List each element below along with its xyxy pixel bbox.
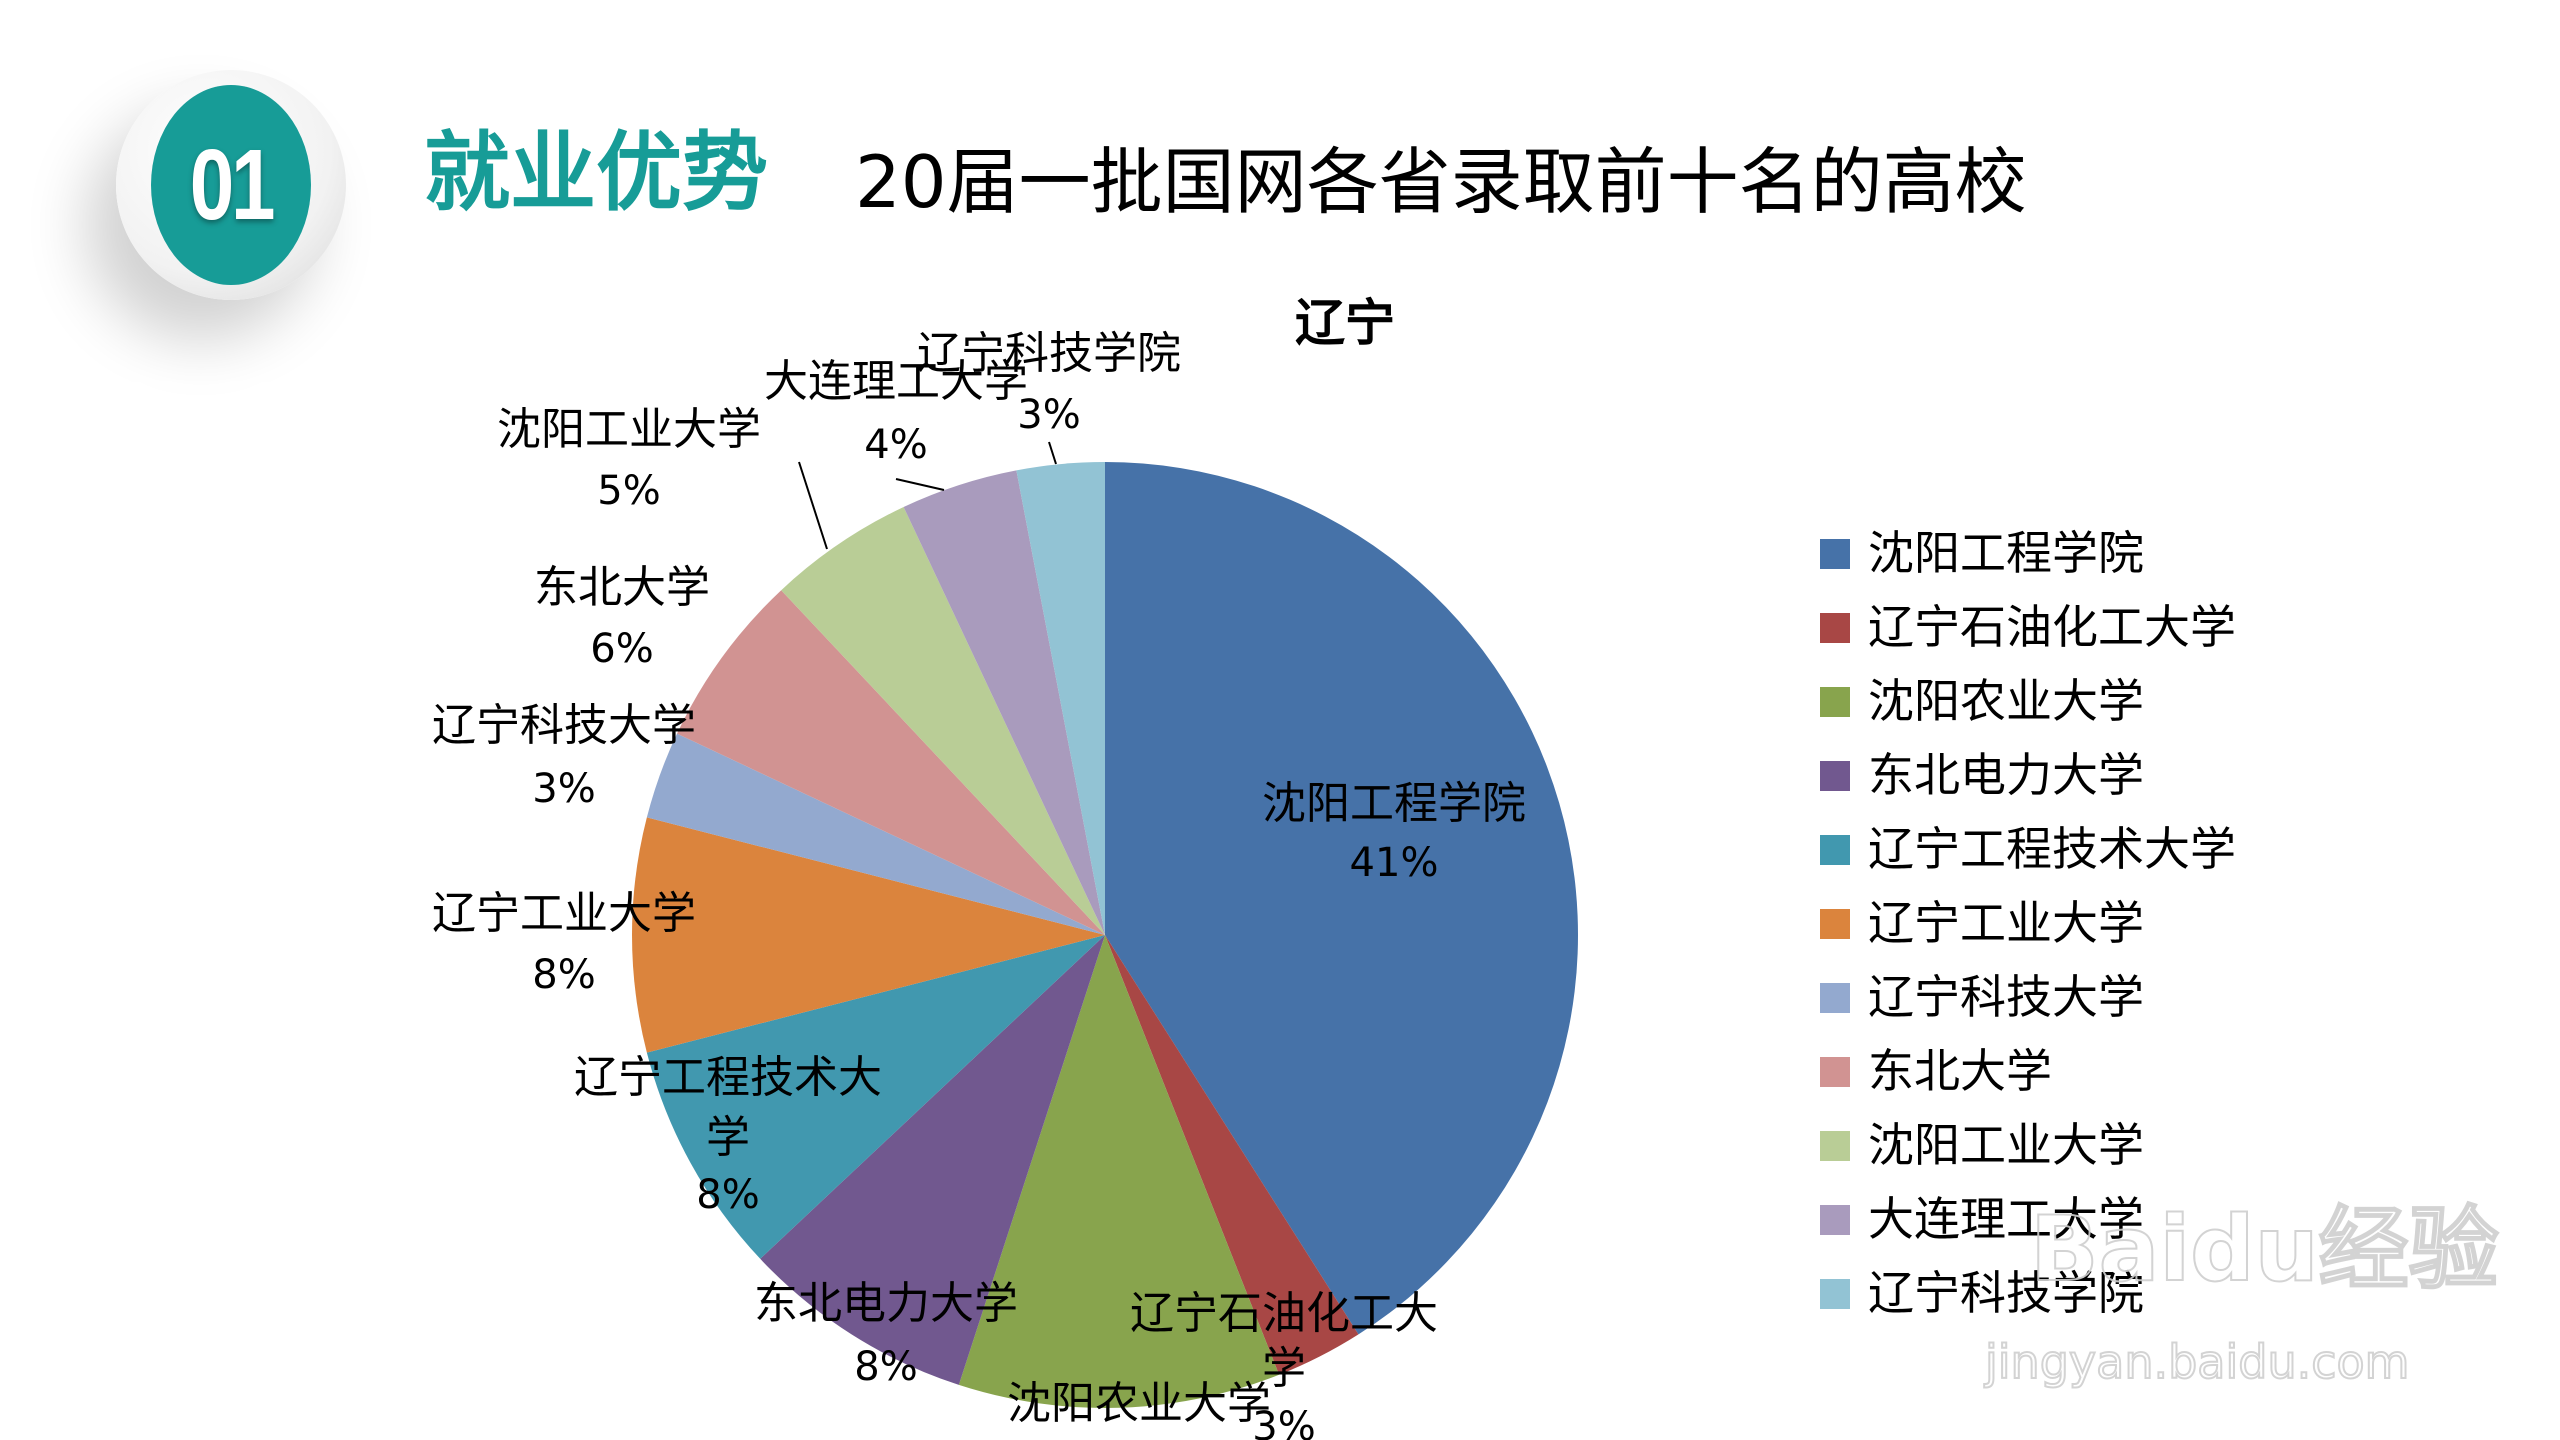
- legend: 沈阳工程学院辽宁石油化工大学沈阳农业大学东北电力大学辽宁工程技术大学辽宁工业大学…: [1820, 526, 2236, 1320]
- data-label-name: 东北大学: [534, 562, 710, 613]
- legend-label: 大连理工大学: [1868, 1192, 2144, 1246]
- legend-item: 沈阳农业大学: [1820, 674, 2144, 728]
- data-label-name: 学: [706, 1112, 750, 1163]
- legend-label: 东北大学: [1868, 1044, 2052, 1098]
- legend-swatch: [1820, 1057, 1850, 1087]
- data-label: 沈阳工业大学 5%: [497, 404, 761, 514]
- data-label-value: 8%: [854, 1344, 917, 1390]
- data-label-value: 3%: [1017, 392, 1080, 438]
- legend-swatch: [1820, 539, 1850, 569]
- data-label-name: 学: [1262, 1343, 1306, 1394]
- watermark: Baidu经验 jingyan.baidu.com: [1983, 1196, 2500, 1390]
- data-label: 辽宁工业大学 8%: [432, 888, 696, 998]
- legend-swatch: [1820, 835, 1850, 865]
- leader-line: [1048, 441, 1057, 465]
- badge-number: 01: [151, 85, 311, 285]
- data-label: 辽宁工程技术大学 8%: [574, 1052, 882, 1218]
- legend-item: 辽宁石油化工大学: [1820, 600, 2236, 654]
- data-label-name: 辽宁科技大学: [432, 700, 696, 751]
- data-label-name: 沈阳工业大学: [497, 404, 761, 455]
- data-label-name: 大连理工大学: [764, 356, 1028, 407]
- legend-swatch: [1820, 1131, 1850, 1161]
- data-label: 东北大学 6%: [534, 562, 710, 672]
- legend-swatch: [1820, 983, 1850, 1013]
- legend-label: 辽宁科技大学: [1868, 970, 2144, 1024]
- data-label: 大连理工大学 4%: [764, 356, 1028, 468]
- legend-item: 沈阳工业大学: [1820, 1118, 2144, 1172]
- data-label-value: 11%: [1095, 1438, 1184, 1440]
- pie-slice: [781, 507, 1105, 935]
- legend-swatch: [1820, 909, 1850, 939]
- legend-label: 沈阳工程学院: [1868, 526, 2144, 580]
- legend-item: 辽宁工程技术大学: [1820, 822, 2236, 876]
- pie-slice: [677, 590, 1105, 935]
- watermark-brand: Baidu经验: [2030, 1197, 2499, 1302]
- legend-label: 辽宁科技学院: [1868, 1266, 2144, 1320]
- legend-swatch: [1820, 687, 1850, 717]
- legend-swatch: [1820, 761, 1850, 791]
- data-label: 沈阳工程学院 41%: [1262, 778, 1526, 886]
- legend-item: 辽宁科技学院: [1820, 1266, 2144, 1320]
- data-label-value: 5%: [597, 468, 660, 514]
- pie-slice: [646, 733, 1105, 935]
- watermark-url: jingyan.baidu.com: [1984, 1335, 2410, 1389]
- pie-slice: [632, 817, 1105, 1053]
- pie-slice: [903, 470, 1105, 935]
- data-label: 辽宁科技学院 3%: [917, 328, 1181, 438]
- data-label: 辽宁石油化工大学 3%: [1130, 1288, 1438, 1440]
- data-label-value: 41%: [1350, 840, 1439, 886]
- section-title: 就业优势: [424, 123, 768, 223]
- data-label: 东北电力大学 8%: [754, 1278, 1018, 1390]
- legend-item: 辽宁科技大学: [1820, 970, 2144, 1024]
- pie-slice: [958, 935, 1280, 1408]
- data-label-name: 辽宁工程技术大: [574, 1052, 882, 1103]
- legend-swatch: [1820, 613, 1850, 643]
- legend-label: 东北电力大学: [1868, 748, 2144, 802]
- data-label-value: 3%: [1252, 1404, 1315, 1440]
- leader-line: [895, 478, 945, 491]
- chart-title: 辽宁: [1295, 293, 1395, 352]
- data-label: 辽宁科技大学 3%: [432, 700, 696, 812]
- legend-label: 辽宁工程技术大学: [1868, 822, 2236, 876]
- legend-item: 东北大学: [1820, 1044, 2052, 1098]
- data-label-name: 辽宁工业大学: [432, 888, 696, 939]
- legend-label: 沈阳工业大学: [1868, 1118, 2144, 1172]
- pie-slice: [760, 935, 1105, 1385]
- legend-label: 辽宁工业大学: [1868, 896, 2144, 950]
- page-title: 20届一批国网各省录取前十名的高校: [855, 140, 2027, 224]
- legend-swatch: [1820, 1205, 1850, 1235]
- data-label-value: 8%: [696, 1172, 759, 1218]
- data-label-value: 3%: [532, 766, 595, 812]
- legend-item: 沈阳工程学院: [1820, 526, 2144, 580]
- data-label-name: 辽宁石油化工大: [1130, 1288, 1438, 1339]
- legend-item: 大连理工大学: [1820, 1192, 2144, 1246]
- leader-line: [798, 461, 828, 550]
- data-label-name: 东北电力大学: [754, 1278, 1018, 1329]
- data-label-name: 沈阳农业大学: [1007, 1378, 1271, 1429]
- data-label-value: 6%: [590, 626, 653, 672]
- data-label-name: 辽宁科技学院: [917, 328, 1181, 379]
- legend-label: 辽宁石油化工大学: [1868, 600, 2236, 654]
- data-label-name: 沈阳工程学院: [1262, 778, 1526, 829]
- pie-slice: [1016, 462, 1105, 935]
- pie-slice: [1105, 462, 1578, 1335]
- pie-slice: [1105, 935, 1359, 1375]
- pie-slice: [646, 935, 1105, 1259]
- legend-label: 沈阳农业大学: [1868, 674, 2144, 728]
- legend-swatch: [1820, 1279, 1850, 1309]
- legend-item: 东北电力大学: [1820, 748, 2144, 802]
- legend-item: 辽宁工业大学: [1820, 896, 2144, 950]
- data-label-value: 4%: [864, 422, 927, 468]
- data-label: 沈阳农业大学 11%: [1007, 1378, 1271, 1440]
- data-label-value: 8%: [532, 952, 595, 998]
- section-number-badge: 01: [116, 70, 346, 300]
